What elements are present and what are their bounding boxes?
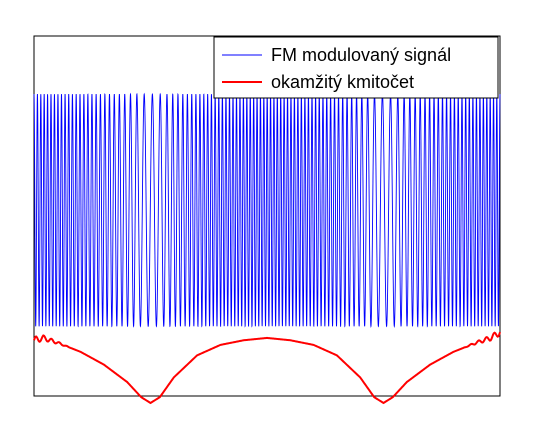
legend: FM modulovaný signál okamžitý kmitočet [213, 36, 499, 99]
series-layer [33, 92, 501, 405]
legend-box [213, 36, 499, 99]
series-instant-frequency [33, 331, 501, 405]
legend-label-fm-signal: FM modulovaný signál [271, 45, 451, 65]
series-fm-signal [33, 92, 501, 328]
legend-label-instant-frequency: okamžitý kmitočet [271, 72, 414, 92]
